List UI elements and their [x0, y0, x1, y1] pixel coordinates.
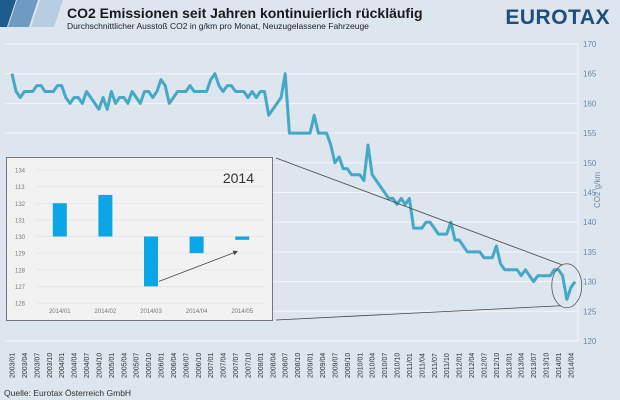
- x-tick-label: 2011/04: [419, 353, 426, 378]
- inset-y-tick-label: 126: [15, 302, 26, 308]
- x-tick-label: 2010/04: [370, 353, 377, 378]
- inset-x-tick-label: 2014/01: [49, 309, 71, 315]
- x-tick-label: 2005/07: [134, 353, 141, 378]
- inset-x-tick-label: 2014/05: [231, 309, 253, 315]
- inset-x-tick-label: 2014/04: [186, 309, 208, 315]
- x-tick-label: 2003/01: [10, 353, 17, 378]
- x-tick-label: 2004/01: [59, 353, 66, 378]
- y-tick-label: 160: [583, 99, 597, 108]
- y-tick-label: 145: [583, 189, 597, 198]
- x-tick-label: 2011/07: [432, 353, 439, 378]
- inset-bar: [189, 236, 204, 254]
- x-tick-label: 2013/04: [519, 353, 526, 378]
- eurotax-logo: EUROTAX: [505, 6, 610, 29]
- x-tick-label: 2010/01: [357, 353, 364, 378]
- y-tick-label: 135: [583, 248, 597, 257]
- x-tick-label: 2011/10: [444, 353, 451, 378]
- inset-y-tick-label: 134: [15, 169, 26, 175]
- x-tick-label: 2007/01: [208, 353, 215, 378]
- chart-title: CO2 Emissionen seit Jahren kontinuierlic…: [67, 5, 423, 21]
- x-tick-label: 2008/07: [283, 353, 290, 378]
- x-tick-label: 2007/07: [233, 353, 240, 378]
- y-tick-label: 120: [583, 337, 597, 346]
- y-tick-label: 155: [583, 129, 597, 138]
- x-tick-label: 2005/01: [109, 353, 116, 378]
- x-tick-label: 2004/10: [96, 353, 103, 378]
- inset-y-tick-label: 130: [15, 235, 26, 241]
- x-tick-label: 2009/07: [332, 353, 339, 378]
- y-tick-label: 140: [583, 218, 597, 227]
- y-tick-label: 150: [583, 159, 597, 168]
- inset-y-tick-label: 129: [15, 252, 26, 258]
- inset-2014-panel: 126 127 128 129 130 131 132 113 134 2014/01 2014/0…: [6, 157, 273, 321]
- y-tick-label: 170: [583, 40, 597, 49]
- inset-bar-chart: 126 127 128 129 130 131 132 113 134 2014/01 2014/0…: [15, 169, 265, 315]
- x-tick-label: 2005/04: [121, 353, 128, 378]
- inset-x-tick-label: 2014/02: [95, 309, 117, 315]
- source-note: Quelle: Eurotax Österreich GmbH: [4, 388, 132, 398]
- x-tick-label: 2005/10: [146, 353, 153, 378]
- x-tick-label: 2006/07: [183, 353, 190, 378]
- x-tick-label: 2006/04: [171, 353, 178, 378]
- x-tick-label: 2003/07: [34, 353, 41, 378]
- inset-x-tick-label: 2014/03: [140, 309, 162, 315]
- x-tick-label: 2011/01: [407, 353, 414, 378]
- chart-subtitle: Durchschnittlicher Ausstoß CO2 in g/km p…: [67, 21, 369, 31]
- x-tick-label: 2013/10: [544, 353, 551, 378]
- x-tick-label: 2009/04: [320, 353, 327, 378]
- y-axis-label: CO2 g/km: [593, 172, 602, 208]
- inset-y-tick-label: 128: [15, 268, 26, 274]
- x-tick-label: 2013/07: [531, 353, 538, 378]
- x-tick-label: 2012/01: [457, 353, 464, 378]
- x-tick-label: 2014/04: [568, 353, 575, 378]
- inset-bar: [144, 236, 158, 287]
- x-tick-label: 2012/10: [494, 353, 501, 378]
- x-tick-label: 2012/04: [469, 353, 476, 378]
- x-axis-ticks: 2003/01 2003/04 2003/07 2003/10 2004/01 2004/…: [10, 353, 576, 378]
- inset-trend-arrow: [158, 250, 238, 282]
- co2-series-line: [10, 72, 577, 301]
- inset-bar: [235, 236, 250, 240]
- x-tick-label: 2004/07: [84, 353, 91, 378]
- x-tick-label: 2013/01: [506, 353, 513, 378]
- x-tick-label: 2007/10: [245, 353, 252, 378]
- x-tick-label: 2004/04: [72, 353, 79, 378]
- x-tick-label: 2008/04: [270, 353, 277, 378]
- inset-y-tick-label: 113: [15, 185, 25, 191]
- inset-y-tick-label: 131: [15, 218, 26, 224]
- x-tick-label: 2009/01: [308, 353, 315, 378]
- stripe-light: [31, 0, 63, 27]
- zoom-connector-bottom: [275, 305, 561, 321]
- y-tick-label: 165: [583, 70, 597, 79]
- x-tick-label: 2014/01: [556, 353, 563, 378]
- header-stripes-decoration: [0, 0, 63, 27]
- inset-y-tick-label: 127: [15, 285, 26, 291]
- x-tick-label: 2008/01: [258, 353, 265, 378]
- x-tick-label: 2007/04: [221, 353, 228, 378]
- zoom-connector-top: [275, 157, 562, 266]
- x-tick-label: 2012/07: [481, 353, 488, 378]
- y-tick-label: 130: [583, 278, 597, 287]
- y-tick-label: 125: [583, 307, 597, 316]
- x-tick-label: 2008/10: [295, 353, 302, 378]
- stripe-dark: [0, 0, 16, 27]
- y-axis-ticks: 120 125 130 135 140 145 150 155 160 165 170: [583, 40, 597, 346]
- x-tick-label: 2003/10: [47, 353, 54, 378]
- inset-y-tick-label: 132: [15, 202, 26, 208]
- inset-year-label: 2014: [222, 170, 254, 186]
- x-tick-label: 2006/01: [159, 353, 166, 378]
- x-tick-label: 2010/07: [382, 353, 389, 378]
- x-tick-label: 2009/10: [345, 353, 352, 378]
- inset-bar: [52, 203, 67, 237]
- inset-bar: [98, 194, 113, 237]
- x-tick-label: 2003/04: [22, 353, 29, 378]
- x-tick-label: 2006/10: [196, 353, 203, 378]
- highlight-circle: [551, 263, 583, 309]
- stripe-mid: [8, 0, 38, 27]
- x-tick-label: 2010/10: [395, 353, 402, 378]
